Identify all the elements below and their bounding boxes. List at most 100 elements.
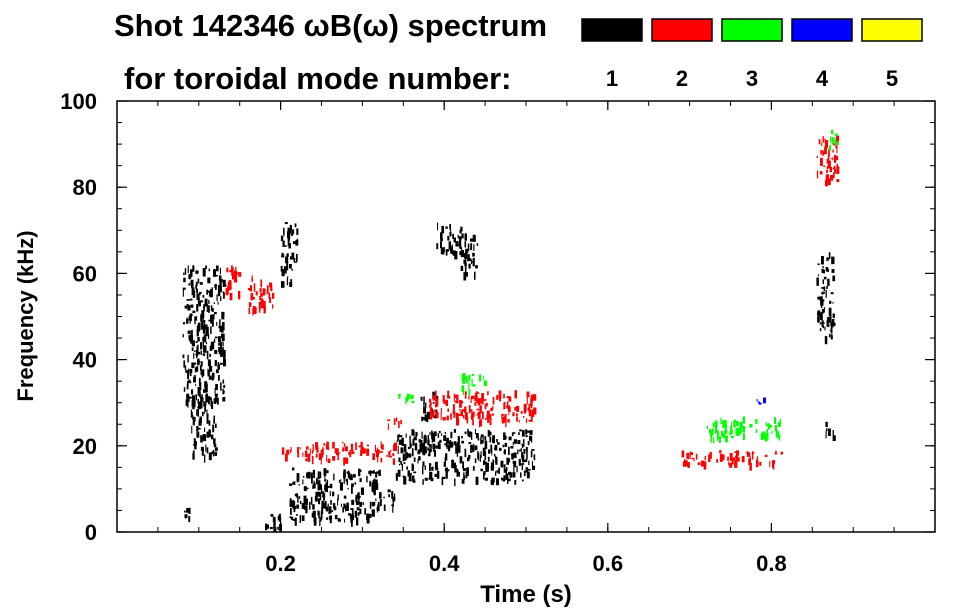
spectrum-streak	[289, 281, 293, 287]
spectrum-streak	[217, 397, 219, 405]
spectrum-streak	[713, 436, 715, 444]
spectrum-streak	[485, 469, 488, 473]
spectrum-region	[436, 222, 463, 260]
spectrum-streak	[212, 424, 215, 433]
spectrum-streak	[321, 488, 323, 494]
spectrum-streak	[453, 239, 456, 243]
spectrum-streak	[379, 492, 382, 499]
spectrum-streak	[512, 432, 516, 434]
spectrum-streak	[201, 321, 204, 330]
spectrum-streak	[392, 453, 395, 457]
spectrum-streak	[197, 387, 200, 396]
spectrum-streak	[190, 275, 192, 279]
spectrum-streak	[432, 443, 436, 450]
spectrum-streak	[293, 258, 295, 263]
spectrum-streak	[483, 375, 485, 380]
spectrum-streak	[421, 431, 423, 439]
spectrum-streak	[477, 437, 480, 441]
spectrum-streak	[297, 447, 299, 453]
spectrum-streak	[366, 448, 370, 456]
spectrum-streak	[440, 414, 442, 420]
spectrum-streak	[205, 334, 208, 337]
spectrum-streak	[292, 241, 296, 244]
spectrum-streak	[356, 517, 359, 526]
spectrum-streak	[272, 292, 275, 299]
x-tick-label: 0.6	[593, 551, 624, 576]
spectrum-streak	[436, 243, 439, 250]
spectrum-streak	[299, 496, 301, 499]
spectrum-streak	[322, 492, 325, 498]
spectrum-streak	[434, 473, 437, 477]
spectrum-streak	[197, 278, 200, 284]
spectrum-streak	[398, 457, 401, 463]
spectrum-streak	[454, 465, 457, 473]
spectrum-streak	[491, 477, 494, 486]
y-tick-label: 60	[73, 261, 97, 286]
spectrum-streak	[464, 393, 467, 399]
spectrum-streak	[409, 443, 412, 448]
spectrum-streak	[296, 473, 300, 482]
spectrum-streak	[199, 293, 201, 296]
spectrum-streak	[780, 451, 784, 455]
spectrum-streak	[410, 395, 413, 399]
spectrum-streak	[830, 321, 834, 326]
spectrum-streak	[826, 286, 828, 289]
spectrum-streak	[511, 453, 514, 460]
spectrum-streak	[191, 340, 195, 347]
spectrum-streak	[437, 433, 440, 438]
spectrum-streak	[519, 429, 522, 432]
spectrum-region	[461, 373, 487, 396]
spectrum-streak	[829, 144, 831, 152]
spectrum-streak	[220, 349, 223, 357]
spectrum-streak	[432, 448, 435, 452]
spectrum-streak	[422, 466, 424, 475]
spectrum-streak	[459, 408, 461, 411]
spectrum-streak	[213, 415, 215, 420]
spectrum-streak	[187, 354, 189, 363]
spectrum-streak	[496, 439, 498, 443]
spectrum-streak	[452, 250, 456, 256]
spectrum-streak	[191, 425, 193, 434]
spectrum-streak	[817, 316, 820, 323]
spectrum-streak	[375, 498, 377, 501]
spectrum-streak	[503, 464, 506, 473]
spectrum-streak	[472, 257, 475, 267]
spectrum-streak	[485, 440, 487, 446]
spectrum-streak	[821, 287, 824, 289]
spectrum-streak	[294, 493, 298, 497]
legend-swatch-4	[791, 18, 853, 42]
spectrum-streak	[832, 313, 835, 318]
spectrum-streak	[347, 488, 349, 490]
spectrum-streak	[238, 290, 241, 300]
spectrum-streak	[313, 482, 316, 488]
spectrum-streak	[371, 502, 375, 507]
spectrum-streak	[251, 277, 253, 282]
spectrum-streak	[299, 515, 301, 524]
spectrum-streak	[453, 393, 455, 402]
spectrum-streak	[728, 461, 730, 466]
spectrum-streak	[508, 436, 512, 441]
spectrum-streak	[196, 293, 200, 301]
spectrum-streak	[188, 396, 192, 399]
spectrum-streak	[487, 430, 490, 437]
spectrum-streak	[297, 451, 300, 458]
spectrum-streak	[198, 351, 201, 355]
spectrum-streak	[764, 454, 768, 458]
spectrum-streak	[261, 305, 264, 309]
spectrum-streak	[326, 454, 328, 462]
spectrum-region	[387, 417, 402, 430]
spectrum-streak	[456, 418, 460, 426]
spectrum-streak	[459, 229, 462, 234]
spectrum-streak	[321, 500, 325, 509]
legend: 1 2 3 4 5	[581, 18, 923, 91]
spectrum-streak	[283, 227, 285, 235]
spectrum-streak	[523, 416, 525, 418]
spectrum-streak	[388, 451, 391, 456]
spectrum-streak	[833, 137, 836, 143]
spectrum-streak	[822, 325, 824, 329]
spectrum-streak	[464, 241, 467, 248]
chart-title-line1: Shot 142346 ωB(ω) spectrum	[114, 8, 547, 43]
spectrum-region	[265, 513, 282, 533]
spectrum-streak	[289, 224, 292, 232]
spectrum-streak	[303, 476, 305, 478]
